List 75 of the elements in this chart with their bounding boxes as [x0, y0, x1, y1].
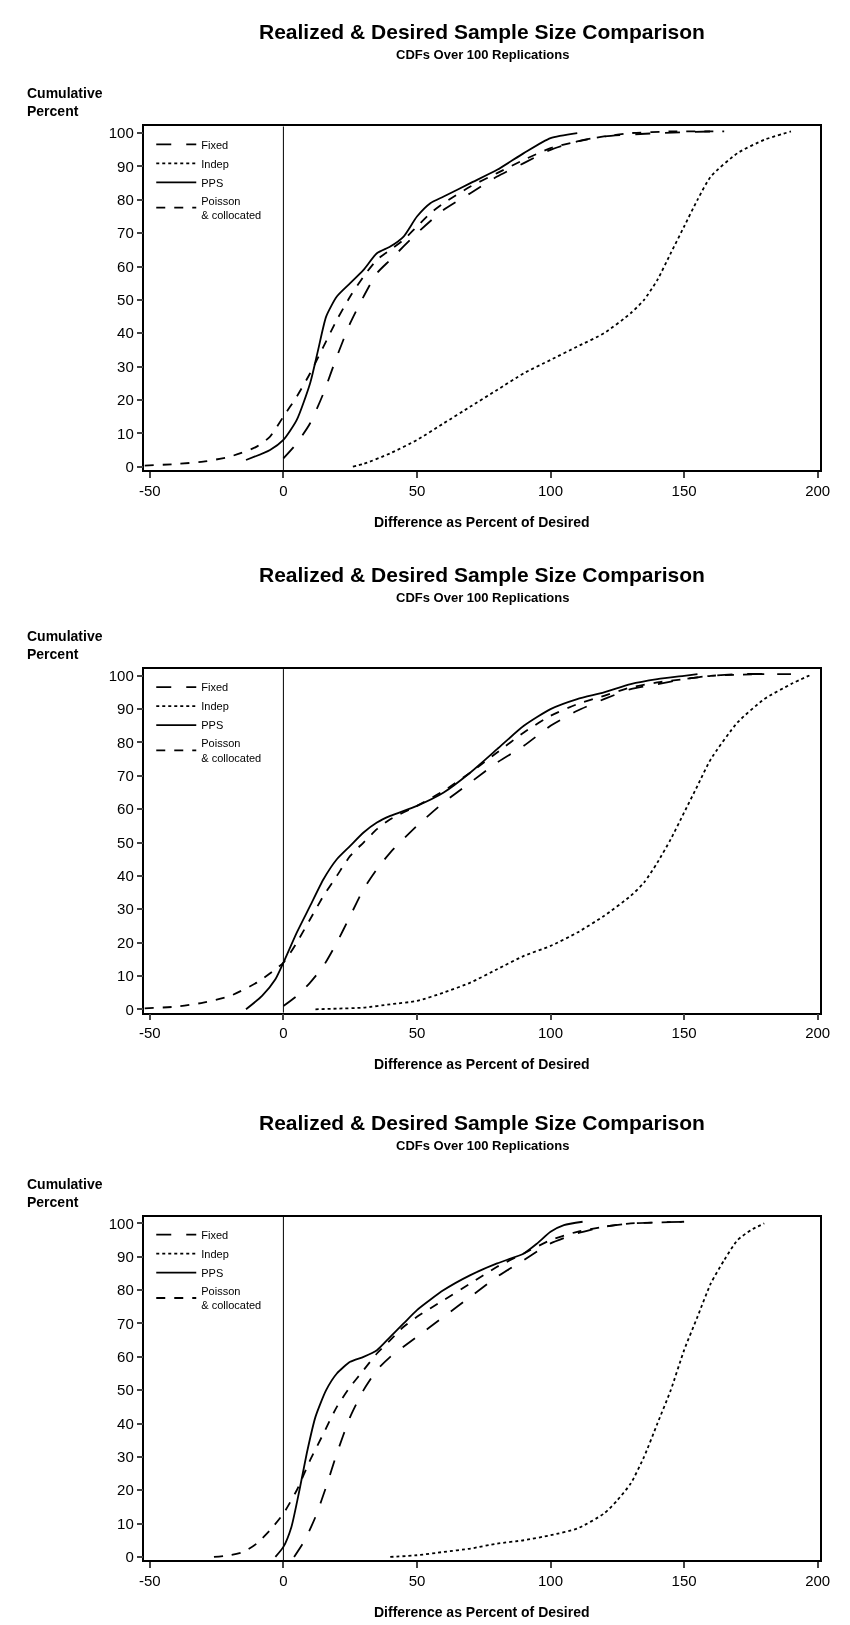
legend-label: PPS: [201, 176, 224, 189]
legend-label: Indep: [201, 157, 229, 170]
x-tick-label: 150: [671, 481, 697, 499]
x-tick-label: 0: [279, 1024, 288, 1042]
y-tick-label: 100: [108, 667, 134, 685]
y-tick-label: 80: [117, 191, 134, 209]
y-tick-label: 90: [117, 157, 134, 175]
x-axis-title: Difference as Percent of Desired: [374, 1056, 590, 1072]
x-tick-label: 100: [538, 1024, 564, 1042]
x-tick-label: 50: [408, 1024, 426, 1042]
chart-subtitle: CDFs Over 100 Replications: [396, 590, 570, 605]
chart-subtitle: CDFs Over 100 Replications: [396, 47, 570, 62]
chart-subtitle: CDFs Over 100 Replications: [396, 1138, 570, 1153]
legend-label: Poisson & collocated: [201, 194, 262, 222]
x-tick-label: 0: [279, 1572, 288, 1590]
y-tick-label: 10: [117, 424, 134, 442]
y-tick-label: 20: [117, 933, 134, 951]
legend-label: Indep: [201, 1247, 229, 1260]
y-tick-label: 30: [117, 900, 134, 918]
y-tick-label: 80: [117, 733, 134, 751]
y-tick-label: 80: [117, 1281, 134, 1299]
x-axis-title: Difference as Percent of Desired: [374, 514, 590, 530]
x-tick-label: 0: [279, 481, 288, 499]
y-tick-label: 40: [117, 324, 134, 342]
x-tick-label: -50: [138, 481, 161, 499]
legend-label: PPS: [201, 1266, 224, 1279]
y-tick-label: 60: [117, 800, 134, 818]
legend-label: Fixed: [201, 681, 229, 694]
chart-title: Realized & Desired Sample Size Comparison: [259, 1111, 705, 1134]
y-tick-label: 60: [117, 1348, 134, 1366]
legend-label: Fixed: [201, 138, 229, 151]
x-tick-label: 150: [671, 1024, 697, 1042]
x-tick-label: 50: [408, 1572, 426, 1590]
y-tick-label: 30: [117, 357, 134, 375]
y-axis-title: Cumulative Percent: [27, 85, 103, 120]
legend-label: Indep: [201, 700, 229, 713]
x-tick-label: -50: [138, 1024, 161, 1042]
legend-label: Poisson & collocated: [201, 1285, 262, 1312]
x-tick-label: 200: [805, 1024, 831, 1042]
x-tick-label: 200: [805, 481, 831, 499]
chart-title: Realized & Desired Sample Size Comparison: [259, 20, 705, 43]
y-tick-label: 20: [117, 391, 134, 409]
x-tick-label: 200: [805, 1572, 831, 1590]
y-tick-label: 100: [108, 1214, 134, 1232]
y-axis-title: Cumulative Percent: [27, 628, 103, 663]
y-tick-label: 70: [117, 1314, 134, 1332]
y-tick-label: 0: [125, 1548, 134, 1566]
y-tick-label: 70: [117, 767, 134, 785]
y-tick-label: 70: [117, 224, 134, 242]
y-axis-title: Cumulative Percent: [27, 1176, 103, 1211]
y-tick-label: 100: [108, 124, 134, 142]
y-tick-label: 50: [117, 1381, 134, 1399]
y-tick-label: 90: [117, 1248, 134, 1266]
legend-label: Fixed: [201, 1228, 229, 1241]
y-tick-label: 10: [117, 967, 134, 985]
y-tick-label: 0: [125, 1000, 134, 1018]
y-tick-label: 30: [117, 1448, 134, 1466]
x-tick-label: 50: [408, 481, 426, 499]
x-tick-label: 150: [671, 1572, 697, 1590]
chart-title: Realized & Desired Sample Size Comparison: [259, 563, 705, 586]
y-tick-label: 40: [117, 867, 134, 885]
y-tick-label: 10: [117, 1514, 134, 1532]
y-tick-label: 50: [117, 291, 134, 309]
x-tick-label: 100: [538, 481, 564, 499]
y-tick-label: 0: [125, 457, 134, 475]
y-tick-label: 20: [117, 1481, 134, 1499]
x-tick-label: -50: [138, 1572, 161, 1590]
x-axis-title: Difference as Percent of Desired: [374, 1604, 590, 1620]
y-tick-label: 50: [117, 833, 134, 851]
y-tick-label: 60: [117, 257, 134, 275]
legend-label: Poisson & collocated: [201, 737, 262, 764]
x-tick-label: 100: [538, 1572, 564, 1590]
legend-label: PPS: [201, 719, 224, 732]
y-tick-label: 90: [117, 700, 134, 718]
y-tick-label: 40: [117, 1414, 134, 1432]
